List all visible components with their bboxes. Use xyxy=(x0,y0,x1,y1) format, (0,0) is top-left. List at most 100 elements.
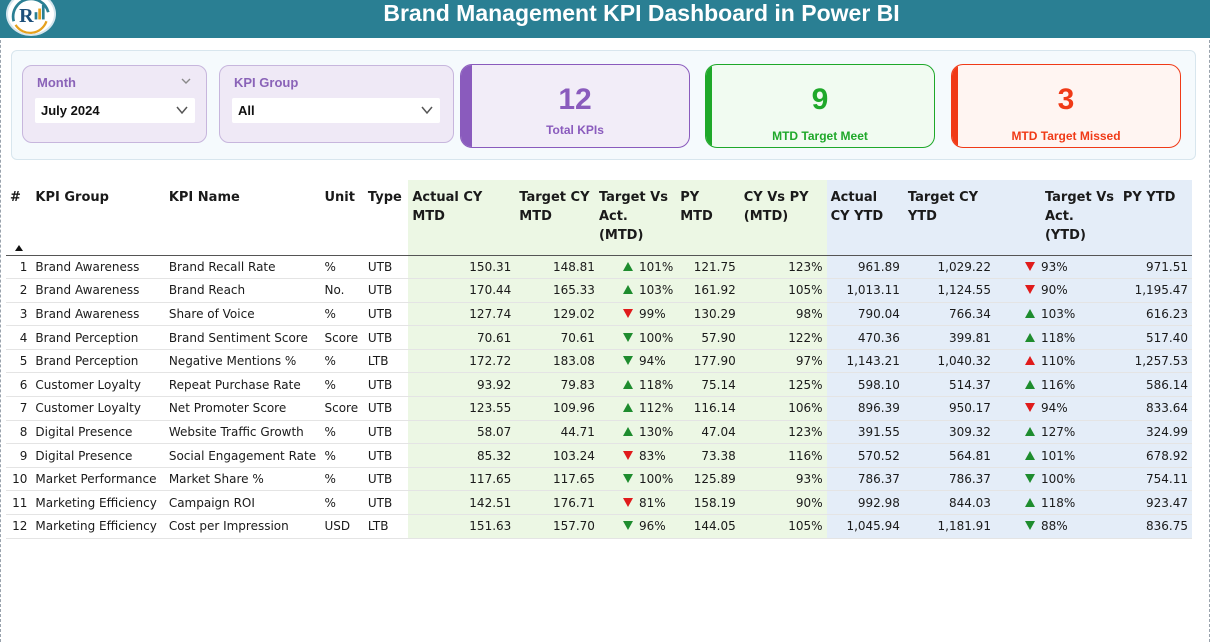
triangle-down-icon xyxy=(1024,261,1035,271)
target-cy-mtd-cell: 148.81 xyxy=(515,255,599,280)
target-vs-act-mtd-cell: 94% xyxy=(598,349,677,374)
actual-cy-ytd-cell: 1,013.11 xyxy=(826,278,904,303)
py-ytd-cell: 586.14 xyxy=(1118,372,1192,398)
month-slicer[interactable]: Month July 2024 xyxy=(22,65,207,143)
chevron-down-icon[interactable] xyxy=(420,104,434,116)
row-index: 12 xyxy=(6,514,32,539)
mtd-target-meet-label: MTD Target Meet xyxy=(772,129,868,143)
target-vs-act-mtd-cell: 100% xyxy=(598,467,677,492)
triangle-down-icon xyxy=(622,521,633,531)
svg-text:R: R xyxy=(19,5,34,27)
mtd-target-missed-card: 3 MTD Target Missed xyxy=(951,64,1181,148)
triangle-up-icon xyxy=(1024,450,1035,460)
triangle-up-icon xyxy=(1024,379,1035,389)
kpi-group-cell: Customer Loyalty xyxy=(31,396,165,421)
py-ytd-cell: 616.23 xyxy=(1118,302,1192,327)
target-cy-ytd-cell: 564.81 xyxy=(903,443,995,468)
target-cy-ytd-cell: 1,029.22 xyxy=(903,255,995,280)
target-vs-act-ytd-cell: 116% xyxy=(994,372,1119,398)
table-row[interactable]: 10 Market Performance Market Share %% UTB 11… xyxy=(6,467,1192,492)
table-row[interactable]: 6 Customer Loyalty Repeat Purchase Rate% UT… xyxy=(6,372,1192,398)
target-vs-act-mtd-cell: 81% xyxy=(598,490,677,516)
table-row[interactable]: 4 Brand Perception Brand Sentiment Score Sc… xyxy=(6,325,1192,350)
column-header-type[interactable]: Type xyxy=(363,180,409,256)
target-cy-mtd-cell: 165.33 xyxy=(515,278,599,303)
unit-cell: Score xyxy=(320,325,364,350)
py-mtd-cell: 73.38 xyxy=(676,443,740,468)
target-cy-mtd-cell: 129.02 xyxy=(515,302,599,327)
column-header-py-mtd[interactable]: PY MTD xyxy=(676,180,740,256)
cy-vs-py-mtd-cell: 106% xyxy=(739,396,827,421)
actual-cy-mtd-cell: 117.65 xyxy=(408,467,516,492)
unit-cell: % xyxy=(320,349,364,374)
table-row[interactable]: 1 Brand Awareness Brand Recall Rate% UTB 150… xyxy=(6,255,1192,280)
type-cell: UTB xyxy=(363,443,409,468)
column-header-kpi-name[interactable]: KPI Name xyxy=(164,180,321,256)
column-header-actual-cy-ytd[interactable]: Actual CY YTD xyxy=(826,180,904,256)
triangle-up-icon xyxy=(1024,426,1035,436)
target-vs-act-mtd-cell: 100% xyxy=(598,325,677,350)
cy-vs-py-mtd-cell: 125% xyxy=(739,372,827,398)
column-header-target-cy-mtd[interactable]: Target CY MTD xyxy=(515,180,599,256)
total-kpis-value: 12 xyxy=(558,83,592,116)
row-index: 4 xyxy=(6,325,32,350)
table-row[interactable]: 3 Brand Awareness Share of Voice% UTB 127.74… xyxy=(6,302,1192,327)
row-index: 9 xyxy=(6,443,32,468)
kpi-group-cell: Customer Loyalty xyxy=(31,372,165,398)
kpi-group-cell: Brand Awareness xyxy=(31,302,165,327)
target-vs-act-mtd-cell: 118% xyxy=(598,372,677,398)
py-ytd-cell: 324.99 xyxy=(1118,420,1192,445)
py-mtd-cell: 121.75 xyxy=(676,255,740,280)
kpi-group-cell: Marketing Efficiency xyxy=(31,514,165,539)
kpi-name-cell: Net Promoter Score xyxy=(164,396,321,421)
actual-cy-ytd-cell: 1,143.21 xyxy=(826,349,904,374)
py-mtd-cell: 161.92 xyxy=(676,278,740,303)
kpi-group-dropdown[interactable]: All xyxy=(232,98,440,123)
py-ytd-cell: 833.64 xyxy=(1118,396,1192,421)
column-header-target-vs-act-ytd[interactable]: Target Vs Act. (YTD) xyxy=(994,180,1119,256)
actual-cy-mtd-cell: 172.72 xyxy=(408,349,516,374)
table-row[interactable]: 8 Digital Presence Website Traffic Growth%… xyxy=(6,420,1192,445)
column-header-kpi-group[interactable]: KPI Group xyxy=(31,180,165,256)
unit-cell: % xyxy=(320,302,364,327)
column-header-target-cy-ytd[interactable]: Target CY YTD xyxy=(903,180,995,256)
table-row[interactable]: 2 Brand Awareness Brand Reach No. UTB 170.44 1… xyxy=(6,278,1192,303)
column-header-index[interactable]: # xyxy=(6,180,32,256)
target-cy-ytd-cell: 786.37 xyxy=(903,467,995,492)
kpi-group-cell: Brand Perception xyxy=(31,349,165,374)
type-cell: UTB xyxy=(363,302,409,327)
kpi-group-cell: Brand Awareness xyxy=(31,255,165,280)
type-cell: LTB xyxy=(363,349,409,374)
triangle-down-icon xyxy=(1024,521,1035,531)
table-row[interactable]: 7 Customer Loyalty Net Promoter Score Score… xyxy=(6,396,1192,421)
table-row[interactable]: 11 Marketing Efficiency Campaign ROI% UTB 14… xyxy=(6,490,1192,516)
column-header-target-vs-act-mtd[interactable]: Target Vs Act. (MTD) xyxy=(598,180,677,256)
target-vs-act-ytd-cell: 100% xyxy=(994,467,1119,492)
chevron-down-icon[interactable] xyxy=(175,104,189,116)
total-kpis-label: Total KPIs xyxy=(546,123,604,137)
table-row[interactable]: 12 Marketing Efficiency Cost per Impressio… xyxy=(6,514,1192,539)
kpi-name-cell: Website Traffic Growth xyxy=(164,420,321,445)
column-header-cy-vs-py-mtd[interactable]: CY Vs PY (MTD) xyxy=(739,180,827,256)
column-header-actual-cy-mtd[interactable]: Actual CY MTD xyxy=(408,180,516,256)
table-row[interactable]: 9 Digital Presence Social Engagement Rate%… xyxy=(6,443,1192,468)
triangle-down-icon xyxy=(1024,474,1035,484)
kpi-group-slicer[interactable]: KPI Group All xyxy=(219,65,454,143)
actual-cy-ytd-cell: 896.39 xyxy=(826,396,904,421)
total-kpis-card: 12 Total KPIs xyxy=(460,64,690,148)
cy-vs-py-mtd-cell: 105% xyxy=(739,278,827,303)
triangle-up-icon xyxy=(622,403,633,413)
column-header-unit[interactable]: Unit xyxy=(320,180,364,256)
column-header-py-ytd[interactable]: PY YTD xyxy=(1118,180,1192,256)
chevron-down-icon[interactable] xyxy=(180,75,192,87)
unit-cell: % xyxy=(320,443,364,468)
table-row[interactable]: 5 Brand Perception Negative Mentions %% LTB… xyxy=(6,349,1192,374)
sort-ascending-icon[interactable] xyxy=(15,244,23,251)
month-slicer-label: Month xyxy=(37,75,76,90)
triangle-up-icon xyxy=(1024,497,1035,507)
target-vs-act-ytd-cell: 93% xyxy=(994,255,1119,280)
actual-cy-mtd-cell: 150.31 xyxy=(408,255,516,280)
type-cell: UTB xyxy=(363,372,409,398)
py-ytd-cell: 678.92 xyxy=(1118,443,1192,468)
month-dropdown[interactable]: July 2024 xyxy=(35,98,195,123)
